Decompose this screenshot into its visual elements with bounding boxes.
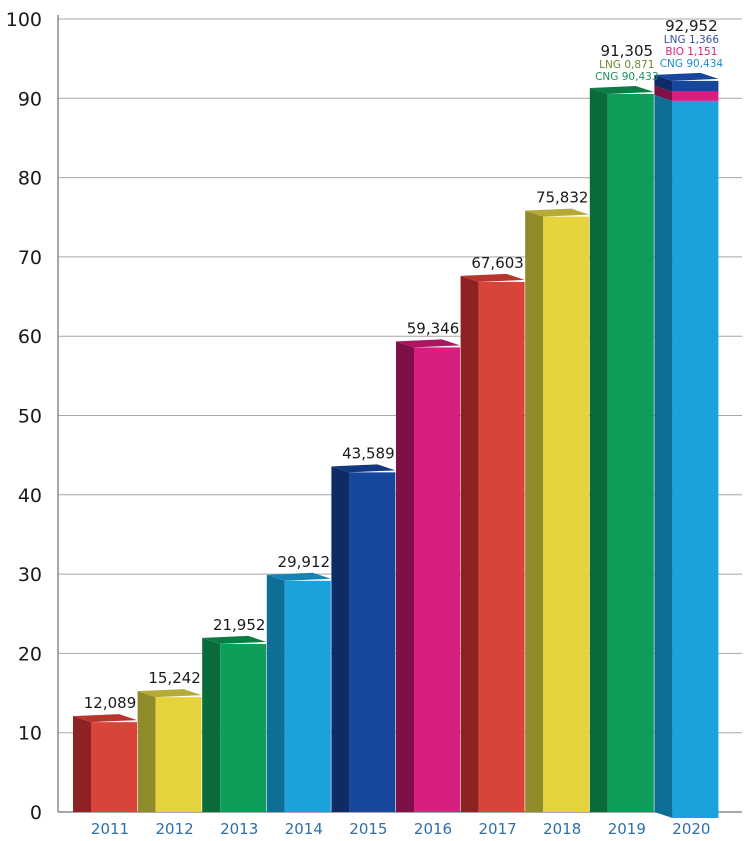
data-label: 29,912 <box>278 553 331 571</box>
data-label: 75,832 <box>536 189 589 207</box>
bar-base <box>672 811 719 812</box>
bar-top <box>137 689 202 698</box>
bar-front <box>349 472 396 812</box>
bar-side <box>137 691 156 812</box>
bar-front <box>91 722 137 812</box>
bar-side <box>73 716 91 812</box>
data-sublabel: CNG 90,434 <box>660 58 724 70</box>
x-tick-label: 2011 <box>91 820 129 838</box>
data-sublabel: BIO 1,151 <box>665 46 717 58</box>
bar-top <box>396 339 460 348</box>
bar-side <box>266 574 285 812</box>
y-tick-label: 50 <box>18 406 42 428</box>
bar-segment-cng <box>672 100 719 818</box>
y-tick-label: 30 <box>18 564 42 586</box>
bar-front <box>284 580 331 812</box>
bar-side <box>396 341 414 812</box>
bar-segment-cng-side <box>654 94 673 818</box>
bar-side <box>460 275 479 812</box>
bar-segment-bio <box>672 91 719 101</box>
bar-front <box>155 697 202 812</box>
data-label: 21,952 <box>213 616 266 634</box>
bar-top <box>460 273 525 282</box>
x-tick-label: 2016 <box>414 820 452 838</box>
bar-2014 <box>266 572 331 812</box>
data-sublabel: LNG 1,366 <box>664 34 720 46</box>
x-tick-label: 2019 <box>608 820 646 838</box>
y-tick-label: 40 <box>18 485 42 507</box>
y-tick-label: 60 <box>18 326 42 348</box>
x-tick-label: 2018 <box>543 820 581 838</box>
bar-2013 <box>202 635 267 812</box>
bars <box>73 72 719 818</box>
data-label: 92,952 <box>665 17 718 35</box>
bar-front <box>414 347 460 812</box>
bar-top <box>266 572 331 581</box>
x-tick-label: 2020 <box>672 820 710 838</box>
bar-top <box>654 72 719 81</box>
bar-side <box>331 466 350 812</box>
y-tick-label: 90 <box>18 88 42 110</box>
y-tick-label: 0 <box>30 802 42 824</box>
data-label: 67,603 <box>471 254 524 272</box>
bar-side <box>202 637 221 812</box>
bar-front <box>220 643 267 812</box>
data-label: 59,346 <box>407 319 460 337</box>
bar-2015 <box>331 464 396 812</box>
data-label: 43,589 <box>342 444 395 462</box>
data-label: 15,242 <box>148 669 201 687</box>
x-tick-label: 2015 <box>349 820 387 838</box>
labels: 2011 12,089 2012 15,242 2013 21,952 2014 29,912… <box>84 17 724 838</box>
bar-top <box>525 208 590 217</box>
bar-top <box>202 635 267 644</box>
bar-2016 <box>396 339 460 812</box>
bar-segment-bio-side <box>654 85 673 101</box>
bar-segment-lng-side <box>654 74 673 92</box>
y-tick-label: 80 <box>18 168 42 190</box>
data-label: 12,089 <box>84 694 137 712</box>
bar-front <box>478 281 525 812</box>
y-tick-label: 20 <box>18 643 42 665</box>
bar-2018 <box>525 208 590 813</box>
bar-side <box>589 87 608 812</box>
bar-2011 <box>73 714 137 812</box>
y-tick-label: 100 <box>6 9 42 31</box>
data-sublabel: CNG 90,433 <box>595 71 658 83</box>
x-tick-label: 2013 <box>220 820 258 838</box>
y-tick-label: 70 <box>18 247 42 269</box>
bar-2012 <box>137 689 202 812</box>
x-tick-label: 2017 <box>479 820 517 838</box>
bar-top <box>331 464 396 473</box>
bar-top <box>73 714 137 723</box>
bar-side <box>525 210 544 813</box>
bar-front <box>607 93 654 812</box>
x-tick-label: 2012 <box>156 820 194 838</box>
data-label: 91,305 <box>601 42 654 60</box>
bar-2019 <box>589 85 654 812</box>
bar-2017 <box>460 273 525 812</box>
bar-top <box>589 85 654 94</box>
bar-front <box>543 216 590 813</box>
x-tick-label: 2014 <box>285 820 323 838</box>
data-sublabel: LNG 0,871 <box>599 59 654 71</box>
bar-2020 <box>654 72 719 818</box>
y-tick-label: 10 <box>18 723 42 745</box>
bar-segment-lng <box>672 80 719 92</box>
